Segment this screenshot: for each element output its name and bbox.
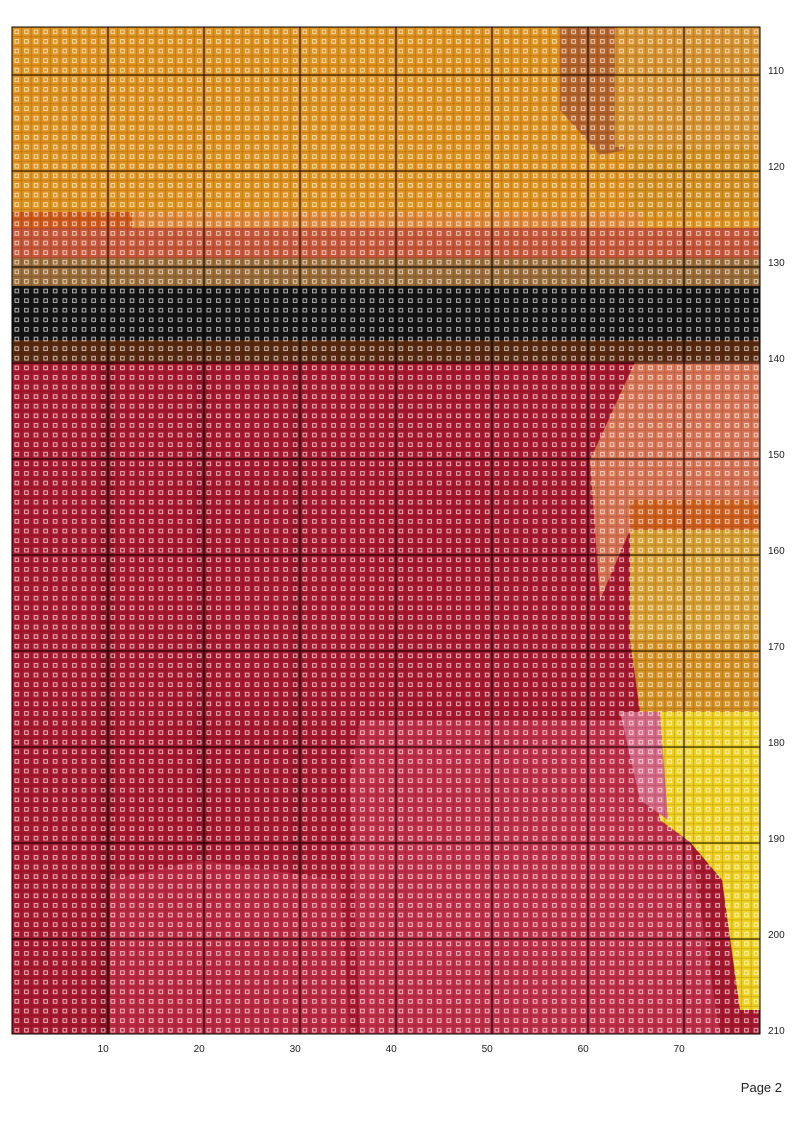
row-label: 140 xyxy=(768,354,785,365)
row-label: 210 xyxy=(768,1026,785,1037)
page-number: Page 2 xyxy=(740,1080,782,1095)
column-label: 30 xyxy=(290,1044,302,1055)
row-label: 160 xyxy=(768,546,785,557)
row-label: 200 xyxy=(768,930,785,941)
column-label: 10 xyxy=(98,1044,110,1055)
column-label: 60 xyxy=(578,1044,590,1055)
pattern-grid: 10 20 30 40 50 60 70 110 120 130 140 150 160 170 180 19… xyxy=(11,26,785,1055)
row-label: 170 xyxy=(768,642,785,653)
column-label: 20 xyxy=(194,1044,206,1055)
column-label: 70 xyxy=(674,1044,686,1055)
row-label: 120 xyxy=(768,162,785,173)
row-label: 110 xyxy=(768,66,784,77)
column-label: 50 xyxy=(482,1044,494,1055)
column-label: 40 xyxy=(386,1044,398,1055)
row-label: 150 xyxy=(768,450,785,461)
row-label: 130 xyxy=(768,258,785,269)
major-grid xyxy=(12,27,760,1034)
row-label: 190 xyxy=(768,834,785,845)
color-regions xyxy=(12,27,760,1034)
row-label: 180 xyxy=(768,738,785,749)
